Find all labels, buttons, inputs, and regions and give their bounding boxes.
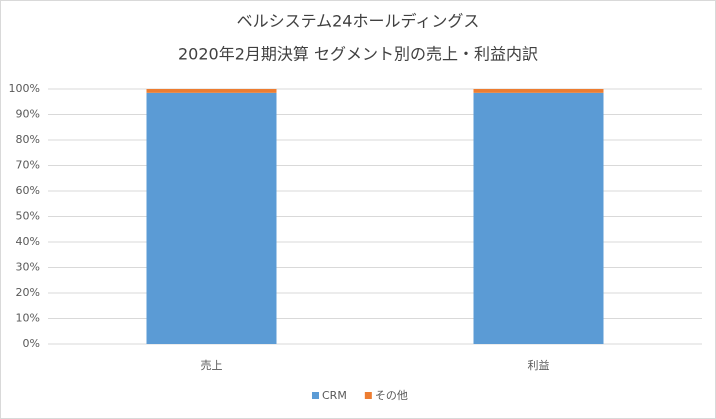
legend-swatch: [364, 392, 372, 399]
x-tick-label: 売上: [201, 359, 223, 372]
y-tick-label: 0%: [23, 337, 40, 350]
bar-segment: [146, 92, 277, 344]
legend-label: CRM: [322, 389, 347, 402]
y-tick-label: 10%: [16, 312, 40, 325]
legend-swatch: [312, 392, 319, 399]
y-tick-label: 20%: [16, 286, 40, 299]
bar-segment: [146, 89, 277, 93]
y-tick-label: 30%: [16, 261, 40, 274]
y-tick-label: 70%: [16, 159, 40, 172]
x-tick-label: 利益: [528, 358, 550, 372]
y-tick-label: 90%: [16, 108, 40, 121]
bar-segment: [473, 89, 604, 93]
chart-subtitle: 2020年2月期決算 セグメント別の売上・利益内訳: [178, 45, 538, 64]
y-tick-label: 80%: [16, 133, 40, 146]
chart-title: ベルシステム24ホールディングス: [237, 12, 480, 31]
y-tick-label: 60%: [16, 184, 40, 197]
y-tick-label: 40%: [16, 235, 40, 248]
y-tick-label: 100%: [9, 82, 40, 95]
y-tick-label: 50%: [16, 210, 40, 223]
bar-segment: [473, 92, 604, 344]
legend-label: その他: [375, 389, 408, 402]
